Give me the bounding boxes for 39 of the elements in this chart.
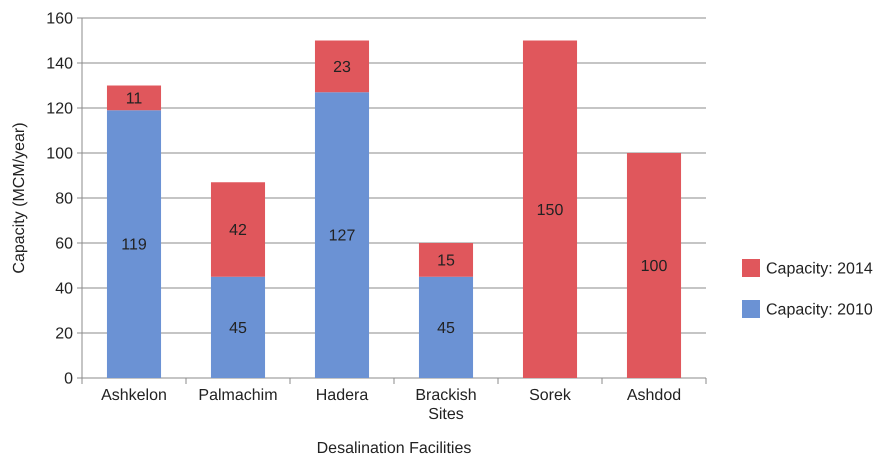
x-tick-label: Ashkelon [101, 387, 167, 404]
bar [210, 276, 266, 378]
legend-label: Capacity: 2014 [766, 260, 873, 278]
data-label: 42 [229, 222, 247, 240]
bar [314, 40, 370, 92]
data-label: 45 [229, 320, 247, 337]
x-tick-label: Sorek [529, 387, 572, 404]
x-axis-title: Desalination Facilities [316, 440, 472, 457]
data-label: 11 [126, 90, 142, 108]
data-label: 127 [328, 228, 356, 245]
y-tick-label: 120 [46, 100, 74, 118]
y-tick-label: 40 [55, 280, 74, 298]
data-label: 119 [121, 236, 147, 254]
y-tick-label: 160 [46, 10, 74, 28]
legend-label: Capacity: 2010 [766, 302, 873, 319]
bar [106, 86, 162, 110]
bar [418, 243, 474, 277]
bar [418, 276, 474, 378]
bar [626, 153, 682, 378]
x-tick-label: Hadera [316, 387, 368, 404]
data-label: 100 [640, 258, 668, 276]
bar [106, 110, 162, 378]
data-label: 23 [333, 58, 351, 76]
y-tick-label: 100 [46, 146, 74, 163]
y-tick-label: 0 [64, 370, 74, 388]
y-tick-label: 60 [55, 236, 74, 253]
y-tick-label: 140 [46, 56, 74, 73]
bar [314, 92, 370, 378]
data-label: 15 [437, 252, 455, 270]
x-tick-label: Brackish Sites [415, 387, 477, 423]
y-axis-title: Capacity (MCM/year) [11, 122, 28, 274]
x-tick-label: Ashdod [626, 387, 682, 404]
data-label: 150 [536, 202, 564, 219]
x-tick-label: Palmachim [198, 387, 278, 404]
y-tick-label: 20 [55, 326, 74, 343]
data-label: 45 [437, 320, 455, 337]
y-tick-label: 80 [55, 190, 74, 208]
bar [210, 182, 266, 277]
bar [522, 40, 578, 378]
